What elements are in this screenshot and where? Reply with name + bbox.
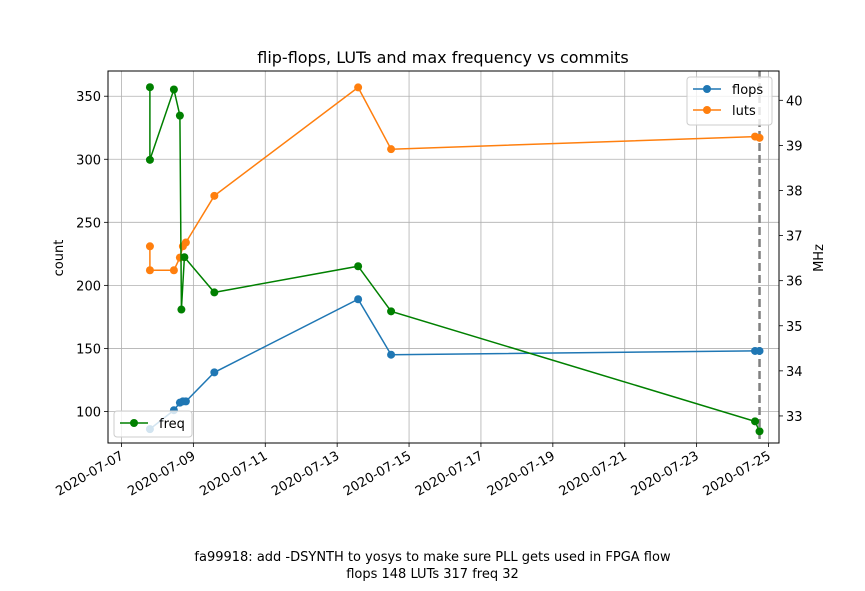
y-right-tick-label: 33	[786, 410, 803, 425]
plot-frame	[107, 70, 780, 444]
legend-right-box	[113, 410, 193, 438]
series-layer	[145, 71, 764, 443]
flops-data-point	[210, 368, 219, 377]
chart-title: flip-flops, LUTs and max frequency vs co…	[257, 48, 629, 67]
y-left-tick-label: 350	[76, 90, 101, 105]
y-right-axis-label: MHz	[812, 244, 827, 272]
luts-data-point	[145, 266, 154, 275]
freq-data-point	[354, 262, 363, 271]
luts-data-point	[145, 242, 154, 251]
y-right-tick-label: 35	[786, 320, 803, 335]
flops-data-point	[755, 346, 764, 355]
freq-data-point	[177, 305, 186, 314]
y-left-tick-label: 200	[76, 279, 101, 294]
y-left-tick-label: 150	[76, 342, 101, 357]
legend-luts-marker	[703, 106, 711, 114]
freq-data-point	[755, 427, 764, 436]
luts-data-point	[387, 145, 396, 154]
freq-data-point	[751, 417, 760, 426]
luts-data-point	[169, 266, 178, 275]
legend-flops-marker	[703, 85, 711, 93]
luts-data-point	[354, 83, 363, 92]
legend-flops-label: flops	[732, 83, 763, 98]
y-right-tick-label: 39	[786, 139, 803, 154]
flops-data-point	[354, 295, 363, 304]
freq-data-point	[387, 307, 396, 316]
y-left-tick-label: 250	[76, 216, 101, 231]
luts-data-point	[181, 238, 190, 247]
luts-data-point	[210, 191, 219, 200]
y-left-tick-label: 300	[76, 153, 101, 168]
freq-data-point	[145, 155, 154, 164]
caption-line-1: fa99918: add -DSYNTH to yosys to make su…	[194, 550, 671, 565]
legend-freq: freq	[113, 410, 193, 438]
y-left-axis-label: count	[52, 240, 67, 277]
luts-data-point	[755, 133, 764, 142]
freq-data-point	[145, 83, 154, 92]
flops-data-point	[181, 397, 190, 406]
flops-series-line	[149, 298, 760, 430]
flops-data-point	[387, 350, 396, 359]
legend-luts-label: luts	[732, 104, 756, 119]
grid-layer	[108, 71, 779, 443]
legend-freq-label: freq	[159, 417, 185, 432]
freq-data-point	[210, 288, 219, 297]
y-right-tick-label: 36	[786, 275, 803, 290]
y-left-tick-label: 100	[76, 405, 101, 420]
y-right-tick-label: 40	[786, 94, 803, 109]
y-right-tick-label: 37	[786, 230, 803, 245]
plot-area	[108, 71, 779, 443]
legend-freq-marker	[130, 419, 138, 427]
freq-data-point	[169, 85, 178, 94]
freq-data-point	[175, 111, 184, 120]
y-right-tick-label: 38	[786, 184, 803, 199]
caption-line-2: flops 148 LUTs 317 freq 32	[346, 567, 519, 582]
y-right-tick-label: 34	[786, 365, 803, 380]
freq-data-point	[180, 253, 189, 262]
legend-flops-luts: flops luts	[686, 76, 773, 126]
